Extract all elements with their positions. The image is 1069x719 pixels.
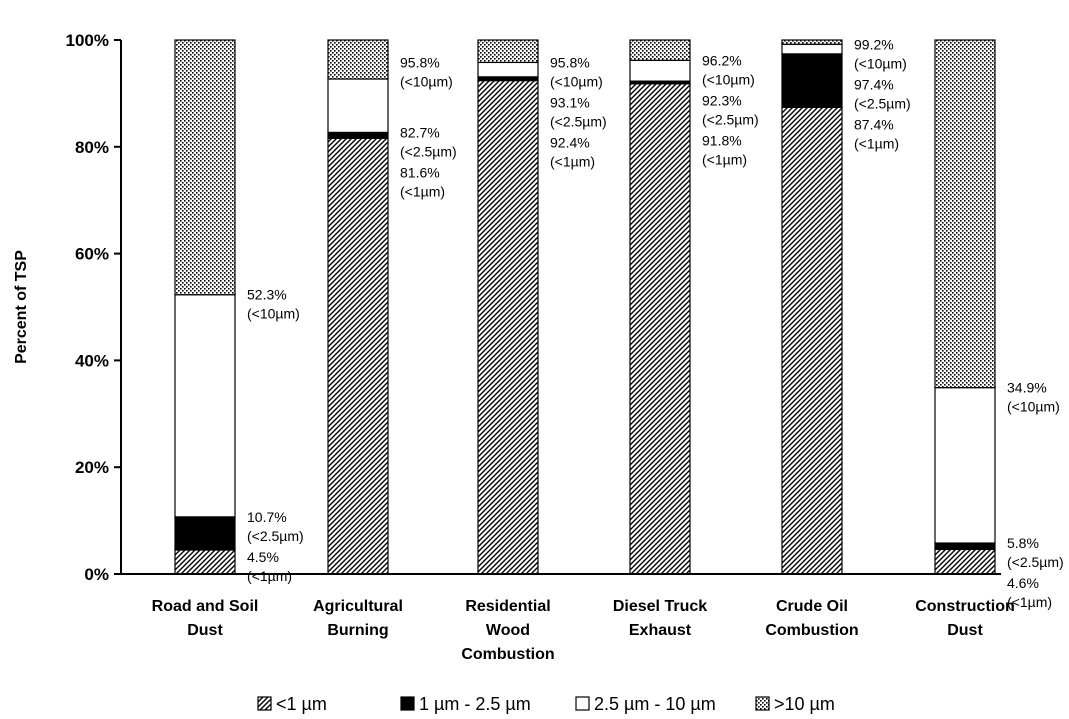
value-annotation: (<10µm) [854, 55, 907, 71]
x-category-label: Agricultural [313, 598, 403, 615]
value-annotation: 95.8% [400, 54, 440, 70]
x-category-label: Road and Soil [152, 598, 259, 615]
value-annotation: 96.2% [702, 52, 742, 68]
bar-segment [174, 294, 236, 518]
value-annotation: (<1µm) [854, 135, 899, 151]
bar-segment [934, 548, 996, 575]
bar-segment [934, 387, 996, 544]
y-tick-label: 60% [75, 245, 109, 264]
bar-segment [629, 59, 691, 82]
x-category-label: Combustion [461, 646, 554, 663]
value-annotation: (<1µm) [400, 183, 445, 199]
bar-segment [477, 79, 539, 575]
legend-swatch [755, 696, 770, 711]
bars [174, 39, 996, 575]
value-annotation: (<10µm) [702, 71, 755, 87]
value-annotation: 10.7% [247, 509, 287, 525]
value-annotation: 82.7% [400, 124, 440, 140]
value-annotation: (<1µm) [702, 151, 747, 167]
value-annotation: 4.5% [247, 549, 279, 565]
x-category-label: Burning [327, 622, 388, 639]
bar-segment [934, 542, 996, 551]
value-annotation: 5.8% [1007, 535, 1039, 551]
legend-label: >10 µm [774, 694, 835, 714]
value-annotation: (<10µm) [247, 306, 300, 322]
x-category-label: Diesel Truck [613, 598, 707, 615]
y-tick-label: 80% [75, 138, 109, 157]
value-annotation: (<2.5µm) [854, 95, 911, 111]
x-category-label: Combustion [765, 622, 858, 639]
x-category-label: Wood [486, 622, 530, 639]
x-axis-category-labels: Road and Soil Dust Agricultural Burning Resi… [152, 598, 1015, 663]
y-tick-label: 100% [66, 31, 109, 50]
bar-segment [781, 43, 843, 55]
bar-segment [327, 78, 389, 133]
x-category-label: Construction [915, 598, 1015, 615]
value-annotation: (<2.5µm) [550, 113, 607, 129]
value-annotation: 34.9% [1007, 380, 1047, 396]
bar-segment [781, 106, 843, 575]
x-category-label: Exhaust [629, 622, 692, 639]
value-annotation: (<2.5µm) [1007, 554, 1064, 570]
value-annotation: (<10µm) [1007, 399, 1060, 415]
value-annotation: (<2.5µm) [702, 111, 759, 127]
y-tick-label: 20% [75, 458, 109, 477]
value-annotation: (<1µm) [1007, 594, 1052, 610]
bar-segment [327, 131, 389, 139]
legend-label: <1 µm [276, 694, 327, 714]
value-annotation: 52.3% [247, 287, 287, 303]
y-axis-ticks: 0% 20% 40% 60% 80% 100% [66, 31, 121, 584]
value-annotation: (<2.5µm) [400, 143, 457, 159]
value-annotation: (<1µm) [550, 153, 595, 169]
value-annotation: 92.4% [550, 134, 590, 150]
bar-segment [477, 39, 539, 64]
value-annotation: 4.6% [1007, 575, 1039, 591]
value-annotation: 81.6% [400, 164, 440, 180]
value-annotation: 97.4% [854, 76, 894, 92]
x-category-label: Dust [187, 622, 223, 639]
value-annotations: 52.3% (<10µm) 10.7% (<2.5µm) 4.5% (<1µm) 95.8%… [247, 36, 1064, 610]
value-annotation: 95.8% [550, 54, 590, 70]
y-axis-label: Percent of TSP [13, 250, 30, 364]
legend: <1 µm 1 µm - 2.5 µm 2.5 µm - 10 µm >10 µm [257, 694, 835, 714]
y-tick-label: 40% [75, 351, 109, 370]
bar-segment [781, 39, 843, 45]
legend-label: 2.5 µm - 10 µm [594, 694, 716, 714]
bar-segment [629, 83, 691, 575]
bar-segment [934, 39, 996, 389]
value-annotation: (<10µm) [400, 73, 453, 89]
value-annotation: (<1µm) [247, 568, 292, 584]
bar-segment [174, 39, 236, 296]
x-category-label: Residential [465, 598, 550, 615]
bar-segment [477, 61, 539, 78]
bar-segment [174, 549, 236, 575]
value-annotation: 87.4% [854, 116, 894, 132]
value-annotation: 99.2% [854, 36, 894, 52]
value-annotation: 92.3% [702, 92, 742, 108]
bar-segment [327, 39, 389, 80]
bar-segment [327, 137, 389, 575]
value-annotation: 91.8% [702, 132, 742, 148]
bar-segment [781, 53, 843, 108]
bar-segment [629, 39, 691, 61]
x-category-label: Crude Oil [776, 598, 848, 615]
legend-swatch [400, 696, 415, 711]
bar-segment [174, 516, 236, 551]
legend-label: 1 µm - 2.5 µm [419, 694, 531, 714]
value-annotation: 93.1% [550, 94, 590, 110]
y-tick-label: 0% [84, 565, 109, 584]
value-annotation: (<10µm) [550, 73, 603, 89]
x-category-label: Dust [947, 622, 983, 639]
legend-swatch [575, 696, 590, 711]
value-annotation: (<2.5µm) [247, 528, 304, 544]
legend-swatch [257, 696, 272, 711]
